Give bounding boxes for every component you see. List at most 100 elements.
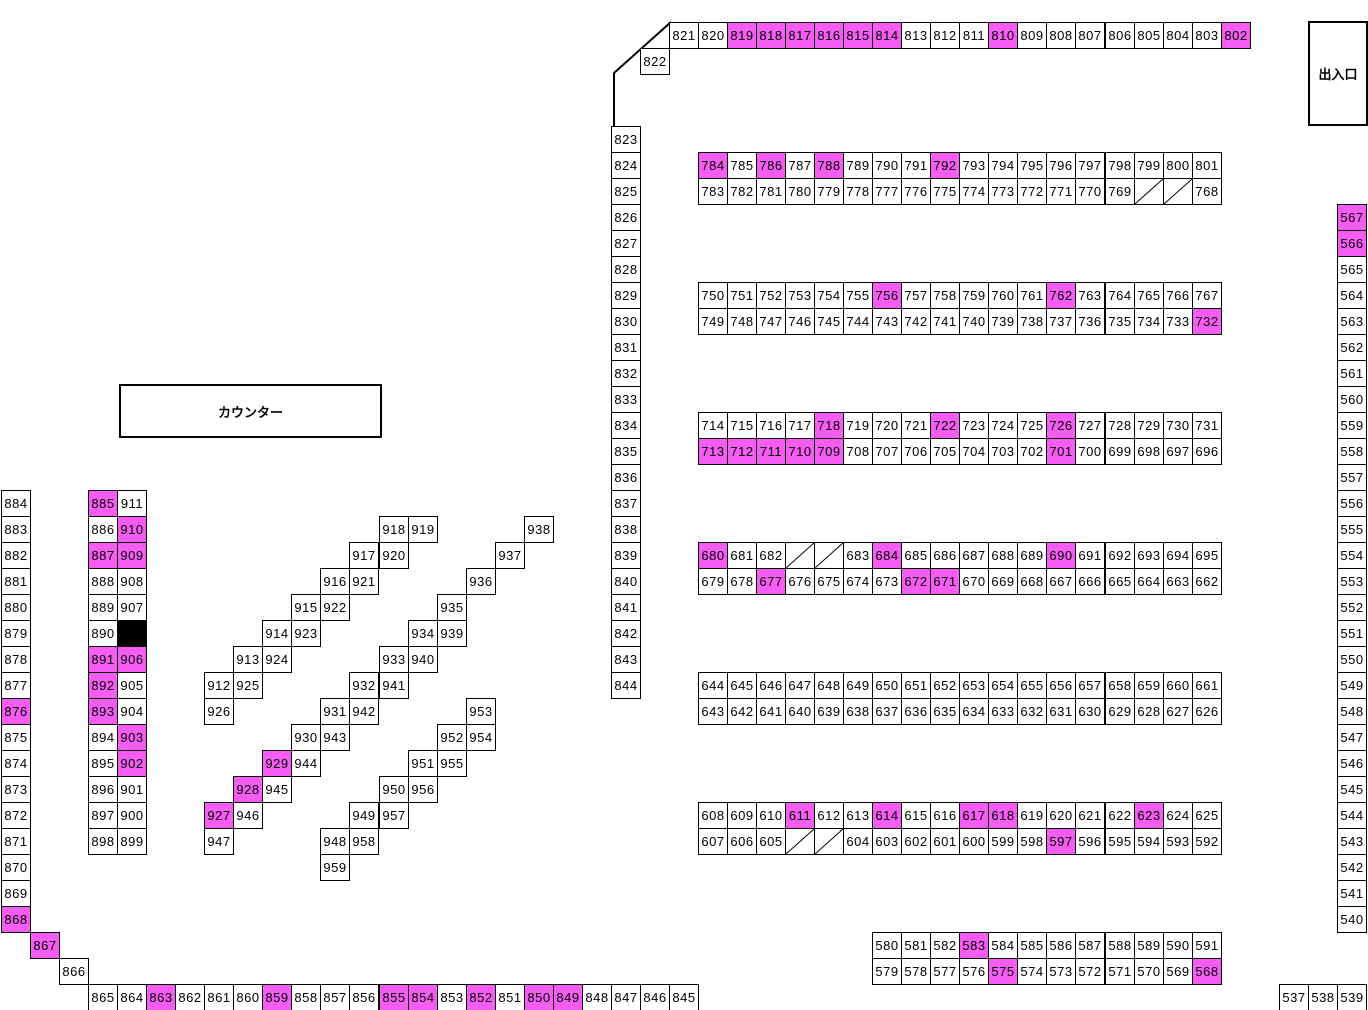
booth-682[interactable]: 682 [756,542,786,569]
booth-930[interactable]: 930 [291,724,321,751]
booth-762[interactable]: 762 [1046,282,1076,309]
booth-567[interactable]: 567 [1337,204,1367,231]
booth-835[interactable]: 835 [611,438,641,465]
booth-538[interactable]: 538 [1308,984,1338,1010]
booth-942[interactable]: 942 [349,698,379,725]
booth-697[interactable]: 697 [1163,438,1193,465]
booth-665[interactable]: 665 [1105,568,1135,595]
booth-611[interactable]: 611 [785,802,815,829]
booth-587[interactable]: 587 [1075,932,1105,959]
booth-949[interactable]: 949 [349,802,379,829]
booth-933[interactable]: 933 [379,646,409,673]
booth-892[interactable]: 892 [88,672,118,699]
booth-932[interactable]: 932 [349,672,379,699]
booth-898[interactable]: 898 [88,828,118,855]
booth-622[interactable]: 622 [1105,802,1135,829]
booth-847[interactable]: 847 [611,984,641,1010]
booth-900[interactable]: 900 [117,802,147,829]
booth-630[interactable]: 630 [1075,698,1105,725]
booth-899[interactable]: 899 [117,828,147,855]
booth-548[interactable]: 548 [1337,698,1367,725]
booth-722[interactable]: 722 [930,412,960,439]
booth-874[interactable]: 874 [1,750,31,777]
booth-749[interactable]: 749 [698,308,728,335]
booth-620[interactable]: 620 [1046,802,1076,829]
booth-644[interactable]: 644 [698,672,728,699]
booth-781[interactable]: 781 [756,178,786,205]
booth-800[interactable]: 800 [1163,152,1193,179]
booth-661[interactable]: 661 [1192,672,1222,699]
booth-675[interactable]: 675 [814,568,844,595]
booth-621[interactable]: 621 [1075,802,1105,829]
booth-832[interactable]: 832 [611,360,641,387]
booth-544[interactable]: 544 [1337,802,1367,829]
booth-626[interactable]: 626 [1192,698,1222,725]
booth-583[interactable]: 583 [959,932,989,959]
booth-773[interactable]: 773 [988,178,1018,205]
booth-866[interactable]: 866 [59,958,89,985]
booth-713[interactable]: 713 [698,438,728,465]
booth-759[interactable]: 759 [959,282,989,309]
booth-804[interactable]: 804 [1163,22,1193,49]
booth-822[interactable]: 822 [640,48,670,75]
booth-659[interactable]: 659 [1134,672,1164,699]
booth-632[interactable]: 632 [1017,698,1047,725]
booth-619[interactable]: 619 [1017,802,1047,829]
booth-547[interactable]: 547 [1337,724,1367,751]
booth-890[interactable]: 890 [88,620,118,647]
booth-714[interactable]: 714 [698,412,728,439]
booth-574[interactable]: 574 [1017,958,1047,985]
booth-947[interactable]: 947 [204,828,234,855]
booth-863[interactable]: 863 [146,984,176,1010]
booth-648[interactable]: 648 [814,672,844,699]
booth-537[interactable]: 537 [1279,984,1309,1010]
booth-698[interactable]: 698 [1134,438,1164,465]
booth-807[interactable]: 807 [1075,22,1105,49]
booth-565[interactable]: 565 [1337,256,1367,283]
booth-756[interactable]: 756 [872,282,902,309]
booth-891[interactable]: 891 [88,646,118,673]
booth-915[interactable]: 915 [291,594,321,621]
booth-640[interactable]: 640 [785,698,815,725]
booth-859[interactable]: 859 [262,984,292,1010]
booth-733[interactable]: 733 [1163,308,1193,335]
booth-784[interactable]: 784 [698,152,728,179]
booth-867[interactable]: 867 [30,932,60,959]
booth-553[interactable]: 553 [1337,568,1367,595]
booth-940[interactable]: 940 [408,646,438,673]
booth-638[interactable]: 638 [843,698,873,725]
booth-603[interactable]: 603 [872,828,902,855]
booth-688[interactable]: 688 [988,542,1018,569]
booth-944[interactable]: 944 [291,750,321,777]
booth-857[interactable]: 857 [320,984,350,1010]
booth-825[interactable]: 825 [611,178,641,205]
booth-651[interactable]: 651 [901,672,931,699]
booth-704[interactable]: 704 [959,438,989,465]
booth-906[interactable]: 906 [117,646,147,673]
booth-545[interactable]: 545 [1337,776,1367,803]
booth-734[interactable]: 734 [1134,308,1164,335]
booth-938[interactable]: 938 [524,516,554,543]
booth-842[interactable]: 842 [611,620,641,647]
booth-605[interactable]: 605 [756,828,786,855]
booth-768[interactable]: 768 [1192,178,1222,205]
booth-584[interactable]: 584 [988,932,1018,959]
booth-745[interactable]: 745 [814,308,844,335]
booth-721[interactable]: 721 [901,412,931,439]
booth-725[interactable]: 725 [1017,412,1047,439]
booth-779[interactable]: 779 [814,178,844,205]
booth-747[interactable]: 747 [756,308,786,335]
booth-694[interactable]: 694 [1163,542,1193,569]
booth-919[interactable]: 919 [408,516,438,543]
booth-927[interactable]: 927 [204,802,234,829]
booth-616[interactable]: 616 [930,802,960,829]
booth-813[interactable]: 813 [901,22,931,49]
booth-840[interactable]: 840 [611,568,641,595]
booth-950[interactable]: 950 [379,776,409,803]
booth-909[interactable]: 909 [117,542,147,569]
booth-780[interactable]: 780 [785,178,815,205]
booth-609[interactable]: 609 [727,802,757,829]
booth-837[interactable]: 837 [611,490,641,517]
booth-543[interactable]: 543 [1337,828,1367,855]
booth-610[interactable]: 610 [756,802,786,829]
